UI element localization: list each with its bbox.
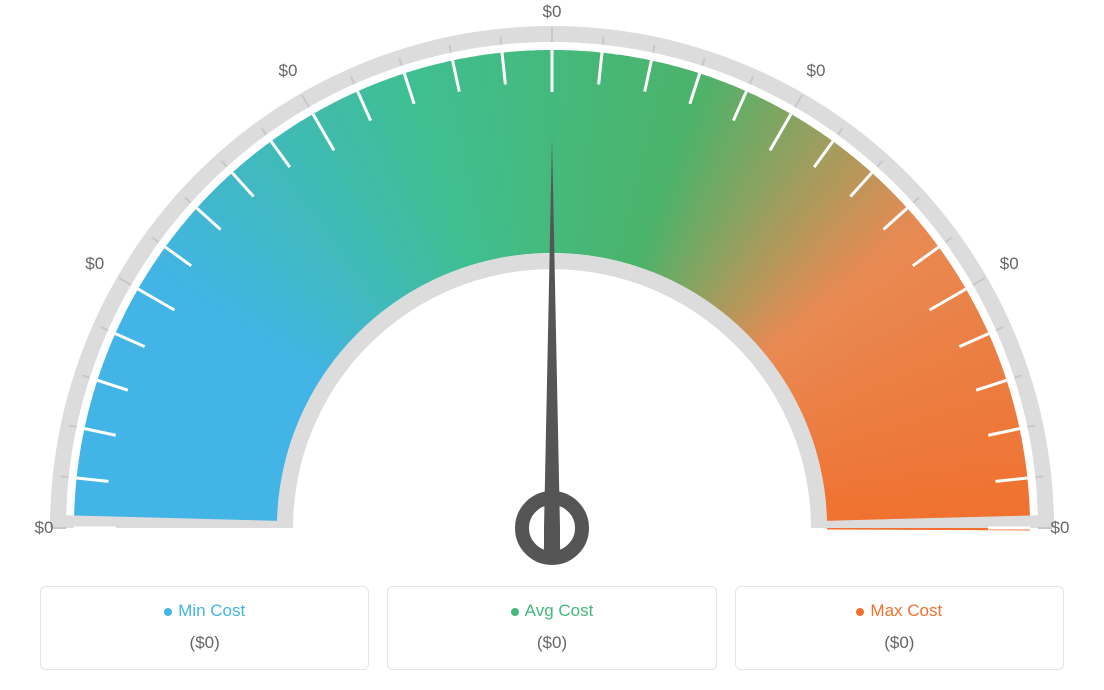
legend-label-min: Min Cost — [178, 601, 245, 620]
legend-dot-avg — [511, 608, 519, 616]
gauge-chart: $0 $0 $0 $0 $0 $0 $0 — [0, 0, 1104, 570]
legend-card-avg: Avg Cost ($0) — [387, 586, 716, 670]
cost-gauge-widget: $0 $0 $0 $0 $0 $0 $0 Min Cost ($0) Avg Cost ($… — [0, 0, 1104, 690]
legend-dot-max — [856, 608, 864, 616]
legend-title-min: Min Cost — [51, 601, 358, 621]
legend-label-max: Max Cost — [870, 601, 942, 620]
legend-value-max: ($0) — [746, 633, 1053, 653]
dial-label: $0 — [85, 254, 104, 274]
dial-label: $0 — [35, 518, 54, 538]
legend-card-min: Min Cost ($0) — [40, 586, 369, 670]
legend-title-max: Max Cost — [746, 601, 1053, 621]
dial-label: $0 — [1000, 254, 1019, 274]
gauge-svg — [0, 0, 1104, 570]
dial-label: $0 — [1051, 518, 1070, 538]
legend-title-avg: Avg Cost — [398, 601, 705, 621]
legend-card-max: Max Cost ($0) — [735, 586, 1064, 670]
legend-dot-min — [164, 608, 172, 616]
legend-value-avg: ($0) — [398, 633, 705, 653]
legend-row: Min Cost ($0) Avg Cost ($0) Max Cost ($0… — [40, 586, 1064, 670]
dial-label: $0 — [807, 61, 826, 81]
dial-label: $0 — [279, 61, 298, 81]
legend-label-avg: Avg Cost — [525, 601, 594, 620]
dial-label: $0 — [543, 2, 562, 22]
legend-value-min: ($0) — [51, 633, 358, 653]
